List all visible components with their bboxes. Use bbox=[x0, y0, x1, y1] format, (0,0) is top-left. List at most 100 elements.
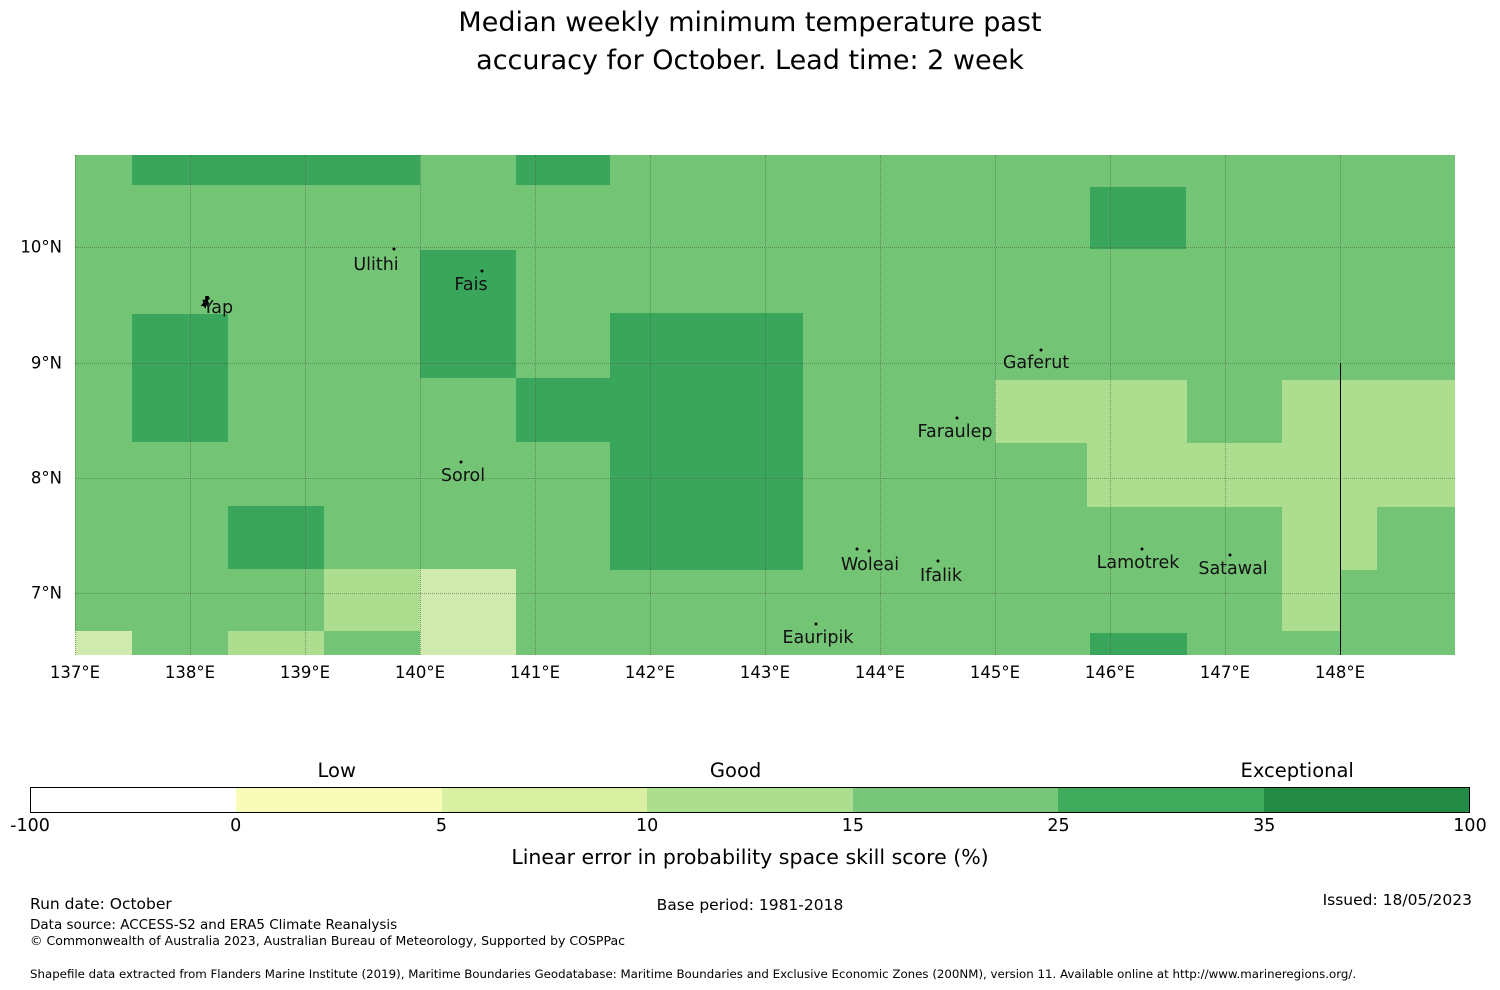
island-marker-dot-satawal bbox=[1228, 553, 1232, 557]
latitude-gridline bbox=[75, 363, 1455, 364]
island-marker-dot-woleai bbox=[855, 547, 859, 551]
colorbar-axis-label: Linear error in probability space skill … bbox=[511, 845, 989, 869]
chart-title: Median weekly minimum temperature past a… bbox=[0, 4, 1500, 80]
island-marker-dot-sorol bbox=[459, 460, 463, 464]
x-tick-label: 138°E bbox=[164, 663, 216, 682]
longitude-gridline bbox=[305, 155, 306, 655]
island-label-gaferut: Gaferut bbox=[1002, 353, 1070, 373]
map-cell-pale bbox=[1087, 443, 1282, 507]
colorbar-tick-label: 5 bbox=[435, 816, 447, 836]
map-cell-dark bbox=[132, 314, 228, 442]
island-label-woleai: Woleai bbox=[840, 555, 900, 575]
x-tick-label: 147°E bbox=[1199, 663, 1251, 682]
latitude-gridline bbox=[75, 247, 1455, 248]
colorbar-category-exceptional: Exceptional bbox=[1240, 759, 1354, 782]
x-tick-label: 137°E bbox=[49, 663, 101, 682]
colorbar-bin-15–25 bbox=[852, 788, 1059, 812]
x-tick-label: 148°E bbox=[1314, 663, 1366, 682]
colorbar-ticks: -100 0 5 10 15 25 35 100 bbox=[10, 816, 1487, 840]
map-cell-dark bbox=[420, 250, 516, 378]
x-tick-label: 140°E bbox=[394, 663, 446, 682]
longitude-gridline bbox=[1110, 155, 1111, 655]
colorbar-category-low: Low bbox=[317, 759, 356, 782]
footer-data-source: Data source: ACCESS-S2 and ERA5 Climate … bbox=[30, 917, 398, 933]
longitude-gridline bbox=[1225, 155, 1226, 655]
latitude-gridline bbox=[75, 593, 1455, 594]
y-tick-label: 9°N bbox=[30, 353, 62, 373]
island-marker-dot-eauripik bbox=[814, 622, 818, 626]
map-cell-dark bbox=[1090, 633, 1187, 655]
island-marker-dot-ifalik bbox=[936, 559, 940, 563]
colorbar-category-labels: Low Good Exceptional bbox=[30, 759, 1470, 787]
colorbar-tick-label: 10 bbox=[636, 816, 659, 836]
map-cell-dark bbox=[516, 378, 610, 442]
island-label-ifalik: Ifalik bbox=[920, 566, 962, 586]
map-cell-dark bbox=[516, 155, 610, 185]
footer-base-period: Base period: 1981-2018 bbox=[656, 896, 844, 914]
map-cell-verypale bbox=[75, 631, 132, 655]
footer-run-date: Run date: October bbox=[30, 895, 172, 913]
colorbar-bin-35–100 bbox=[1263, 788, 1469, 812]
island-label-satawal: Satawal bbox=[1198, 559, 1268, 579]
colorbar-bin-25–35 bbox=[1058, 788, 1264, 812]
island-label-lamotrek: Lamotrek bbox=[1096, 553, 1180, 573]
x-tick-label: 139°E bbox=[279, 663, 331, 682]
chart-title-line2: accuracy for October. Lead time: 2 week bbox=[476, 45, 1024, 76]
x-tick-label: 141°E bbox=[509, 663, 561, 682]
longitude-gridline bbox=[995, 155, 996, 655]
map-plot-area: Yap Ulithi Fais Sorol Gaferut Faraulep Woleai I… bbox=[75, 155, 1455, 655]
island-marker-dot-fais bbox=[480, 269, 484, 273]
footer-copyright: © Commonwealth of Australia 2023, Austra… bbox=[30, 933, 625, 948]
x-tick-label: 146°E bbox=[1084, 663, 1136, 682]
longitude-gridline bbox=[765, 155, 766, 655]
colorbar-bin-5–10 bbox=[441, 788, 648, 812]
colorbar-tick-label: -100 bbox=[10, 816, 50, 836]
map-cell-pale bbox=[1340, 478, 1455, 507]
longitude-gridline bbox=[880, 155, 881, 655]
map-cell-dark bbox=[1090, 187, 1186, 249]
map-cell-pale bbox=[1282, 380, 1455, 478]
map-cell-verypale bbox=[420, 569, 516, 655]
island-marker-dot-woleai bbox=[867, 549, 871, 553]
footer-issued-date: Issued: 18/05/2023 bbox=[1322, 891, 1472, 909]
colorbar-bin--100–0 bbox=[31, 788, 237, 812]
footer-shapefile-note: Shapefile data extracted from Flanders M… bbox=[30, 967, 1357, 981]
longitude-gridline bbox=[420, 155, 421, 655]
latitude-gridline bbox=[75, 478, 1455, 479]
map-cell-dark bbox=[610, 313, 803, 570]
colorbar-bin-10–15 bbox=[647, 788, 853, 812]
longitude-gridline bbox=[75, 155, 76, 655]
x-tick-label: 144°E bbox=[854, 663, 906, 682]
y-tick-label: 10°N bbox=[20, 237, 62, 257]
x-tick-label: 143°E bbox=[739, 663, 791, 682]
map-cell-pale bbox=[324, 569, 420, 631]
longitude-gridline bbox=[190, 155, 191, 655]
longitude-gridline bbox=[535, 155, 536, 655]
island-label-eauripik: Eauripik bbox=[782, 628, 854, 648]
map-cell-pale bbox=[228, 631, 324, 655]
colorbar-tick-label: 35 bbox=[1253, 816, 1276, 836]
island-marker-dot-ulithi bbox=[392, 247, 396, 251]
longitude-gridline bbox=[650, 155, 651, 655]
x-tick-label: 145°E bbox=[969, 663, 1021, 682]
map-cell-dark bbox=[132, 155, 420, 185]
colorbar-category-good: Good bbox=[709, 759, 762, 782]
y-tick-label: 8°N bbox=[30, 468, 62, 488]
island-marker-dot-gaferut bbox=[1039, 348, 1043, 352]
island-label-sorol: Sorol bbox=[440, 466, 486, 486]
colorbar-tick-label: 25 bbox=[1047, 816, 1070, 836]
map-cell-dark bbox=[228, 506, 324, 569]
x-tick-label: 142°E bbox=[624, 663, 676, 682]
island-label-fais: Fais bbox=[454, 275, 488, 295]
colorbar-tick-label: 0 bbox=[230, 816, 242, 836]
island-label-faraulep: Faraulep bbox=[917, 422, 993, 442]
colorbar bbox=[30, 787, 1470, 813]
chart-title-line1: Median weekly minimum temperature past bbox=[458, 7, 1042, 38]
map-cell-pale bbox=[1282, 478, 1340, 631]
colorbar-tick-label: 100 bbox=[1453, 816, 1487, 836]
colorbar-tick-label: 15 bbox=[841, 816, 864, 836]
colorbar-bin-0–5 bbox=[236, 788, 442, 812]
y-tick-label: 7°N bbox=[30, 583, 62, 603]
island-label-ulithi: Ulithi bbox=[353, 255, 399, 275]
